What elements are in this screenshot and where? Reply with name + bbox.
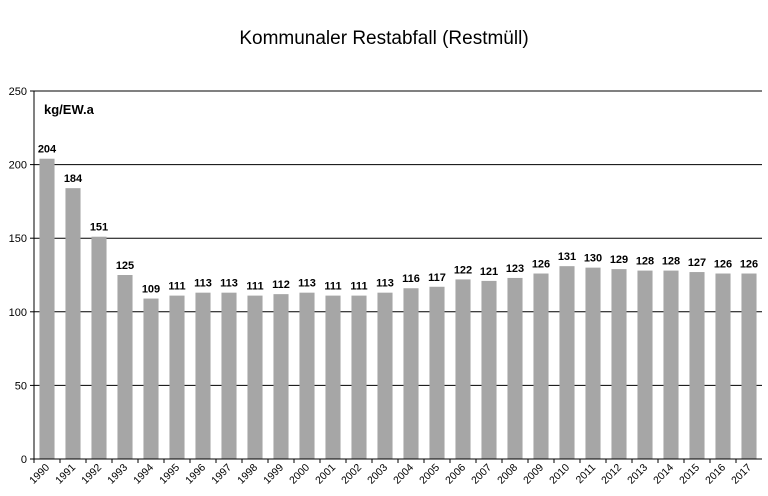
x-tick-label: 2003 xyxy=(365,462,390,487)
data-label: 113 xyxy=(298,278,316,290)
data-label: 128 xyxy=(636,256,654,268)
bar xyxy=(65,188,81,460)
x-tick-label: 1990 xyxy=(27,462,52,487)
bar xyxy=(403,288,419,459)
data-label: 126 xyxy=(532,259,550,271)
data-label: 122 xyxy=(454,264,472,276)
data-label: 121 xyxy=(480,266,498,278)
x-tick-label: 2013 xyxy=(625,462,650,487)
bar xyxy=(143,298,159,459)
x-tick-labels: 1990 1991 1992 1993 1994 1995 1996 1997 1998 1999… xyxy=(27,462,754,487)
data-label: 111 xyxy=(168,281,185,293)
x-tick-label: 2002 xyxy=(339,462,364,487)
x-tick-label: 2009 xyxy=(521,462,546,487)
bar xyxy=(39,158,55,459)
x-tick-label: 1997 xyxy=(209,462,234,487)
data-label: 109 xyxy=(142,284,160,296)
x-tick-label: 2011 xyxy=(574,462,599,487)
x-tick-label: 1999 xyxy=(261,462,286,487)
bar xyxy=(351,295,367,459)
y-tick-label: 200 xyxy=(9,160,27,172)
bar xyxy=(559,266,575,459)
y-tick-label: 150 xyxy=(9,233,27,245)
x-tick-label: 2016 xyxy=(703,462,728,487)
data-label: 116 xyxy=(402,273,420,285)
data-label: 117 xyxy=(428,272,446,284)
bar xyxy=(637,270,653,459)
x-tick-label: 2015 xyxy=(677,462,702,487)
bar xyxy=(325,295,341,459)
x-tick-label: 2012 xyxy=(599,462,624,487)
y-tick-label: 50 xyxy=(15,380,27,392)
x-tick-label: 1991 xyxy=(53,462,78,487)
bars xyxy=(39,158,757,460)
data-label: 123 xyxy=(506,263,524,275)
data-label: 151 xyxy=(90,222,108,234)
bar xyxy=(117,275,133,459)
data-label: 113 xyxy=(220,278,238,290)
x-tick-label: 2010 xyxy=(547,462,572,487)
data-label: 127 xyxy=(688,257,706,269)
data-label: 111 xyxy=(350,281,367,293)
bar xyxy=(455,279,471,459)
bar xyxy=(273,294,289,459)
x-tick-label: 2004 xyxy=(391,462,416,487)
data-label: 126 xyxy=(714,259,732,271)
bar xyxy=(533,273,549,459)
bar xyxy=(481,280,497,459)
y-tick-label: 100 xyxy=(9,307,27,319)
bar xyxy=(377,292,393,459)
y-axis-label: kg/EW.a xyxy=(44,102,95,117)
data-label: 184 xyxy=(64,173,83,185)
data-label: 113 xyxy=(194,278,212,290)
bar xyxy=(221,292,237,459)
x-tick-label: 2005 xyxy=(417,462,442,487)
bar xyxy=(247,295,263,459)
data-labels: 204 184 151 125 109 111 113 113 111 112 113 111 111 1… xyxy=(38,144,758,296)
bar xyxy=(195,292,211,459)
chart-title: Kommunaler Restabfall (Restmüll) xyxy=(239,28,529,49)
x-tick-label: 2014 xyxy=(651,462,676,487)
x-tick-label: 2007 xyxy=(469,462,494,487)
y-tick-label: 250 xyxy=(9,86,27,98)
bar xyxy=(715,273,731,459)
x-tick-label: 1993 xyxy=(105,462,130,487)
y-tick-labels: 0 50 100 150 200 250 xyxy=(9,86,27,466)
bar xyxy=(507,277,523,459)
data-label: 128 xyxy=(662,256,680,268)
bar xyxy=(169,295,185,459)
data-label: 129 xyxy=(610,254,628,266)
data-label: 112 xyxy=(272,279,290,291)
x-tick-label: 2006 xyxy=(443,462,468,487)
x-tick-label: 2008 xyxy=(495,462,520,487)
x-tick-label: 1995 xyxy=(157,462,182,487)
bar xyxy=(429,286,445,459)
data-label: 125 xyxy=(116,260,134,272)
data-label: 113 xyxy=(376,278,394,290)
x-tick-label: 1994 xyxy=(131,462,156,487)
data-label: 111 xyxy=(246,281,263,293)
data-label: 126 xyxy=(740,259,758,271)
data-label: 131 xyxy=(558,251,576,263)
bar xyxy=(689,272,705,459)
bar xyxy=(585,267,601,459)
x-tick-label: 2001 xyxy=(313,462,338,487)
axes xyxy=(33,91,762,460)
x-tick-label: 2017 xyxy=(729,462,754,487)
bar xyxy=(663,270,679,459)
data-label: 130 xyxy=(584,253,602,265)
x-tick-label: 1996 xyxy=(183,462,208,487)
bar xyxy=(611,269,627,459)
data-label: 111 xyxy=(324,281,341,293)
bar xyxy=(299,292,315,459)
bar xyxy=(741,273,757,459)
y-tick-label: 0 xyxy=(21,454,27,466)
bar xyxy=(91,236,107,459)
x-tick-label: 2000 xyxy=(287,462,312,487)
data-label: 204 xyxy=(38,144,57,156)
x-tick-label: 1998 xyxy=(235,462,260,487)
x-tick-label: 1992 xyxy=(79,462,104,487)
